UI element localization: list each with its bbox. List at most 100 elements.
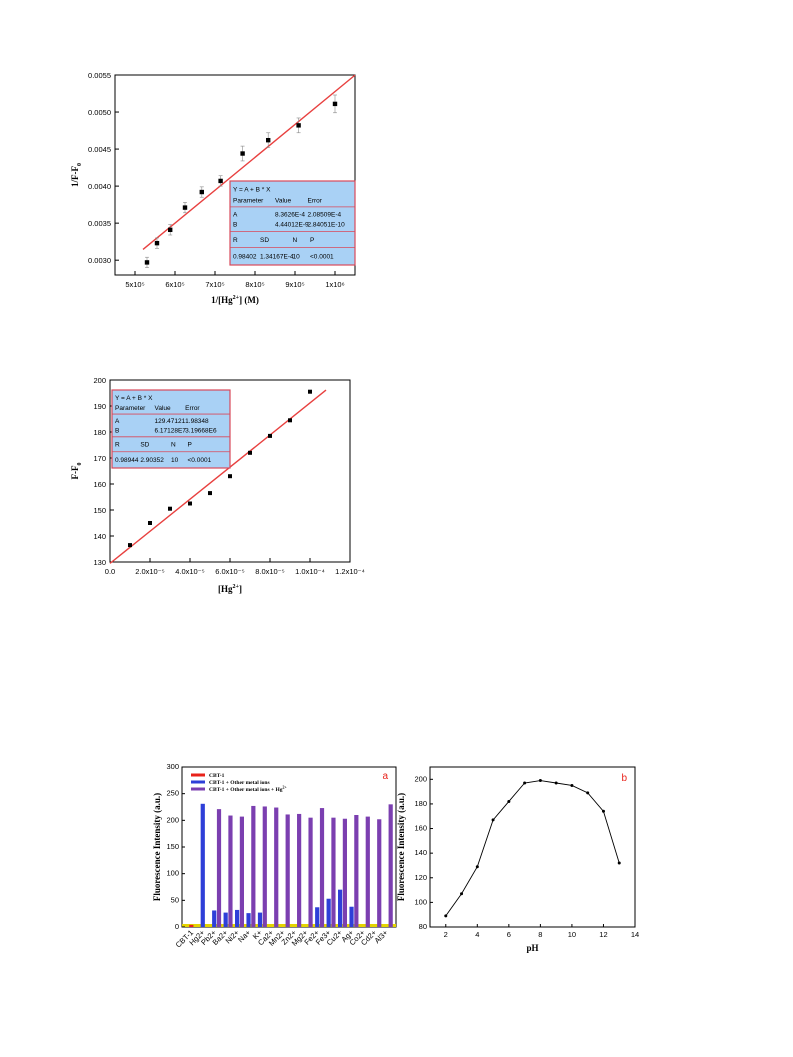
data-point xyxy=(475,865,479,869)
y-tick-label: 150 xyxy=(93,506,106,515)
x-tick-label: 4.0x10⁻⁵ xyxy=(175,567,205,576)
x-tick-label: 1.0x10⁻⁴ xyxy=(295,567,325,576)
fit-table-box xyxy=(229,180,356,266)
legend-label: CBT-1 xyxy=(209,773,225,779)
y-axis-title: F-F0 xyxy=(70,463,83,480)
fit-stats-header-cell: N xyxy=(171,442,176,449)
fit-header-cell: Value xyxy=(275,198,292,205)
fit-header-cell: Value xyxy=(154,405,171,412)
data-point xyxy=(296,123,301,128)
fit-row-b-cell: 3.19668E6 xyxy=(185,427,217,434)
series-line xyxy=(445,780,620,917)
y-tick-label: 0.0040 xyxy=(88,182,111,191)
y-tick-label: 0.0030 xyxy=(88,256,111,265)
y-tick-label: 0.0050 xyxy=(88,108,111,117)
data-point xyxy=(199,189,204,195)
data-point xyxy=(538,779,542,783)
data-point xyxy=(266,137,271,143)
y-tick-label: 170 xyxy=(93,454,106,463)
data-point xyxy=(288,418,292,423)
bar xyxy=(239,816,244,927)
fit-stats-header-cell: SD xyxy=(140,442,149,449)
fit-stats-cell: <0.0001 xyxy=(188,457,212,464)
x-tick-label: 1x10⁶ xyxy=(325,280,344,289)
bar xyxy=(262,806,267,927)
bar xyxy=(297,813,302,927)
category-label: Al3+ xyxy=(373,928,391,946)
bar xyxy=(216,809,222,927)
x-tick-label: 6x10⁵ xyxy=(165,280,184,289)
panel-label: a xyxy=(382,771,388,782)
y-tick-label: 0.0035 xyxy=(88,219,111,228)
x-tick-label: 12 xyxy=(599,930,607,939)
bar xyxy=(246,913,251,927)
fit-stats-header-cell: P xyxy=(310,237,314,244)
data-point xyxy=(460,892,464,896)
bar xyxy=(365,816,370,927)
bar xyxy=(342,818,347,927)
y-tick-label: 200 xyxy=(414,774,427,783)
bar xyxy=(338,889,343,927)
fit-stats-cell: 0.98402 xyxy=(233,254,257,261)
fit-stats-cell: 10 xyxy=(293,254,301,261)
y-tick-label: 50 xyxy=(171,895,179,904)
fit-stats-cell: 0.98944 xyxy=(115,457,139,464)
fit-row-b-cell: B xyxy=(233,222,237,229)
bar xyxy=(251,805,256,927)
data-point xyxy=(148,521,152,525)
y-tick-label: 130 xyxy=(93,558,106,567)
x-tick-label: 14 xyxy=(631,930,639,939)
y-tick-label: 100 xyxy=(414,897,427,906)
bar xyxy=(326,898,331,927)
legend-label: CBT-1 + Other metal ions + Hg2+ xyxy=(209,785,288,794)
x-tick-label: 9x10⁵ xyxy=(285,280,304,289)
fit-row-b-cell: B xyxy=(115,427,119,434)
x-tick-label: 8.0x10⁻⁵ xyxy=(255,567,285,576)
bar xyxy=(315,907,320,927)
fit-equation: Y = A + B * X xyxy=(233,187,271,194)
y-tick-label: 150 xyxy=(166,842,179,851)
bar xyxy=(223,912,228,927)
y-tick-label: 250 xyxy=(166,789,179,798)
bar xyxy=(377,819,382,927)
x-tick-label: 0.0 xyxy=(105,567,115,576)
fit-stats-cell: 1.34167E-4 xyxy=(260,254,294,261)
data-point xyxy=(228,474,232,479)
x-tick-label: 5x10⁵ xyxy=(125,280,144,289)
data-point xyxy=(168,506,172,511)
data-point xyxy=(268,433,272,438)
fit-row-a-cell: A xyxy=(233,212,238,219)
y-tick-label: 200 xyxy=(166,815,179,824)
fit-row-b-cell: 2.84051E-10 xyxy=(308,222,346,229)
fit-header-cell: Error xyxy=(308,198,323,205)
fit-stats-header-cell: N xyxy=(293,237,298,244)
y-tick-label: 160 xyxy=(93,480,106,489)
y-tick-label: 300 xyxy=(166,762,179,771)
x-tick-label: 7x10⁵ xyxy=(205,280,224,289)
y-tick-label: 180 xyxy=(93,428,106,437)
x-tick-label: 1.2x10⁻⁴ xyxy=(335,567,365,576)
bar xyxy=(319,808,325,927)
y-axis-title: Fluorescence Intensity (a.u.) xyxy=(396,793,406,901)
bar xyxy=(235,909,240,927)
fit-header-cell: Parameter xyxy=(233,198,264,205)
plot-frame xyxy=(429,766,636,928)
data-point xyxy=(308,389,312,394)
data-point xyxy=(218,178,223,184)
data-point xyxy=(154,240,160,246)
data-point xyxy=(601,809,605,813)
y-tick-label: 160 xyxy=(414,824,427,833)
x-tick-label: 6.0x10⁻⁵ xyxy=(215,567,245,576)
y-tick-label: 180 xyxy=(414,799,427,808)
bar xyxy=(354,815,359,927)
x-tick-label: 2 xyxy=(444,930,448,939)
fit-row-a-cell: 1.98348 xyxy=(185,418,209,425)
fit-row-a-cell: 129.47121 xyxy=(154,418,185,425)
y-axis-title: 1/F-F0 xyxy=(70,163,83,187)
category-label: Na+ xyxy=(236,928,253,945)
ph-line-chart: 2 4 6 8 10 12 14 80 100 120 140 160 180 200 b pH Fluores… xyxy=(396,766,639,953)
y-tick-label: 0.0055 xyxy=(88,71,111,80)
fit-stats-header-cell: R xyxy=(115,442,120,449)
y-tick-label: 190 xyxy=(93,402,106,411)
y-tick-label: 140 xyxy=(93,532,106,541)
